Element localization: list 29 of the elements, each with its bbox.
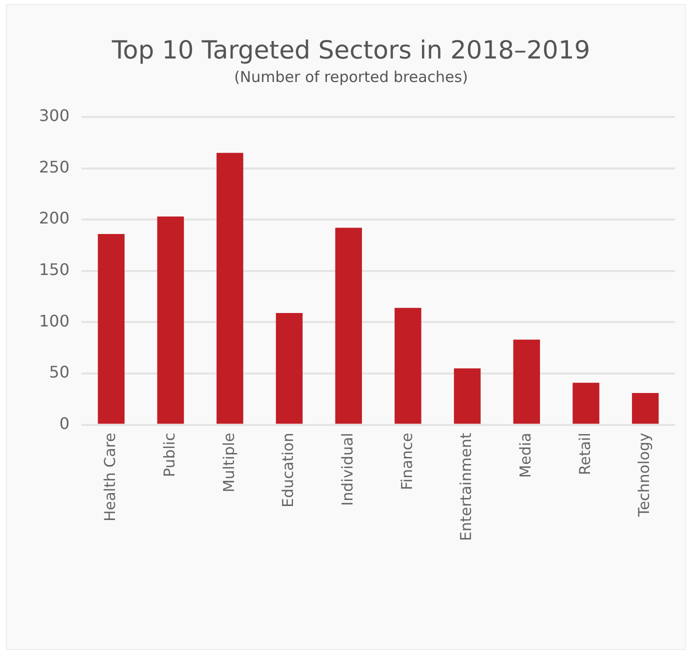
x-tick-label: Multiple — [220, 432, 238, 492]
x-tick-label: Retail — [576, 432, 594, 476]
x-tick-label: Education — [279, 432, 298, 508]
y-tick-label: 200 — [38, 208, 70, 228]
y-tick-label: 300 — [38, 106, 70, 126]
y-tick-label: 150 — [38, 260, 70, 280]
x-tick-label: Entertainment — [457, 432, 476, 542]
x-tick-label: Public — [160, 432, 178, 478]
x-tick-label: Individual — [338, 432, 356, 506]
bar — [632, 392, 659, 424]
x-tick-label: Media — [516, 432, 535, 478]
bar — [335, 228, 362, 424]
x-tick-label: Technology — [635, 432, 654, 518]
bar — [572, 382, 600, 424]
chart-subtitle: (Number of reported breaches) — [234, 68, 468, 86]
bar — [157, 216, 184, 424]
x-tick-label: Health Care — [101, 432, 120, 522]
bar — [394, 308, 422, 424]
y-tick-label: 100 — [38, 311, 70, 330]
y-tick-label: 250 — [38, 157, 70, 176]
y-tick-label: 0 — [59, 414, 70, 433]
bar — [454, 368, 481, 424]
bar — [98, 234, 125, 424]
y-tick-label: 50 — [49, 362, 70, 382]
bar — [276, 312, 303, 424]
chart-title: Top 10 Targeted Sectors in 2018–2019 — [110, 36, 590, 64]
bar — [216, 152, 244, 424]
x-tick-label: Finance — [398, 432, 416, 490]
bar — [513, 340, 540, 424]
